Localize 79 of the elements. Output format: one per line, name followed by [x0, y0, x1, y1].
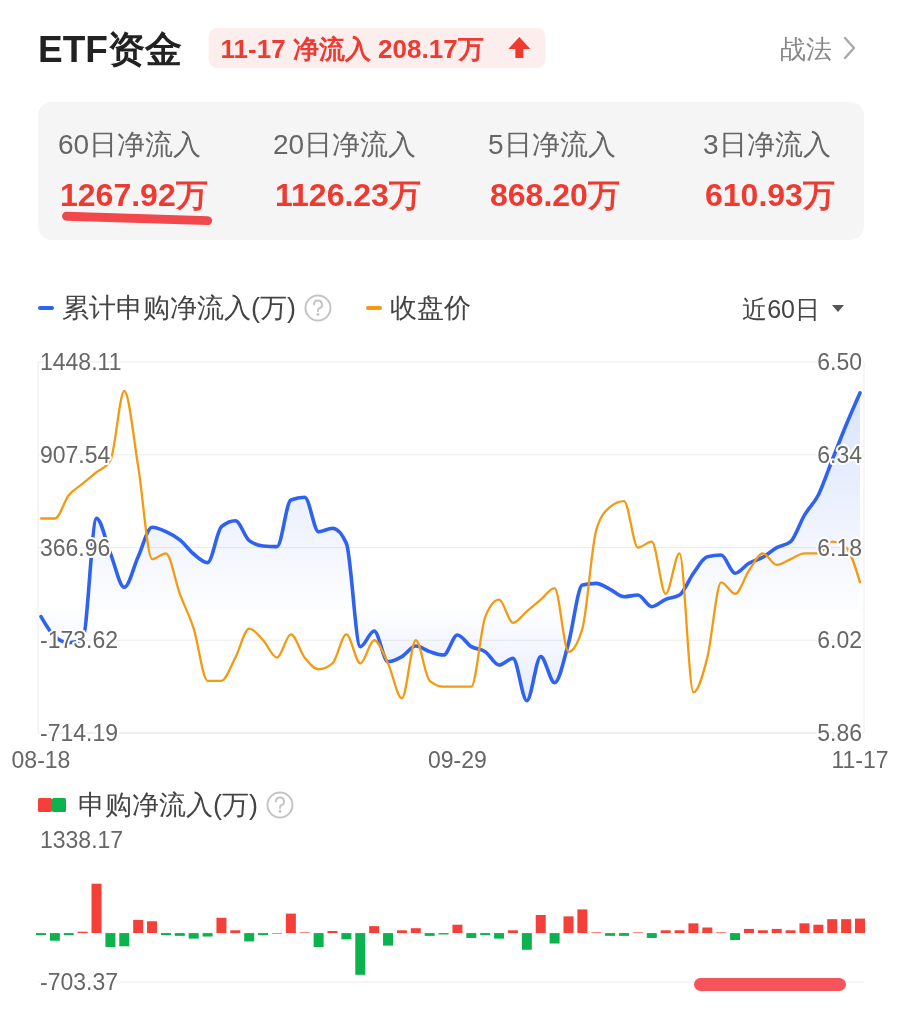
y-tick-label: 1448.11	[40, 349, 122, 376]
bar	[341, 933, 352, 940]
text: 20日净流入	[273, 129, 417, 160]
legend-label: 收盘价	[389, 293, 471, 323]
bar	[619, 933, 630, 936]
x-tick-label: 11-17	[831, 747, 889, 773]
bar	[605, 933, 616, 936]
bar	[799, 923, 810, 934]
bar	[63, 933, 74, 936]
bar	[855, 918, 865, 934]
text: 610.93万	[705, 177, 835, 213]
x-tick-label: 08-18	[11, 747, 71, 773]
bar	[36, 933, 46, 936]
bar	[563, 916, 574, 934]
bar	[383, 933, 394, 946]
bar	[258, 933, 269, 936]
y-tick-label: -714.19	[40, 720, 119, 747]
bar	[424, 933, 435, 936]
y-tick-label: -173.62	[40, 627, 119, 654]
bar	[313, 933, 324, 947]
bar	[494, 933, 505, 939]
bar	[452, 924, 463, 934]
text: 1126.23万	[275, 177, 421, 213]
text: 战法	[780, 34, 832, 64]
bar	[480, 933, 491, 936]
text: 近60日	[742, 295, 820, 323]
bar	[147, 921, 158, 934]
bar	[119, 933, 130, 947]
bar	[771, 928, 782, 934]
bar	[646, 933, 657, 938]
bar	[202, 933, 213, 937]
bar	[216, 917, 227, 934]
bar	[688, 923, 699, 934]
bar	[160, 933, 171, 936]
bar	[660, 930, 671, 934]
text: ETF资金	[38, 29, 182, 70]
bar	[188, 933, 199, 939]
bar	[743, 928, 754, 934]
legend-label: 申购净流入(万)	[78, 790, 258, 820]
bar	[133, 919, 144, 934]
y-tick-label: -703.37	[40, 969, 119, 996]
text: 11-17 净流入 208.17万	[220, 34, 484, 64]
text: 868.20万	[490, 177, 620, 213]
bar	[827, 919, 838, 934]
text: 1267.92万	[60, 177, 208, 213]
bar	[91, 883, 102, 934]
x-tick-label: 09-29	[428, 747, 487, 773]
bar	[730, 933, 741, 941]
bar	[521, 933, 532, 950]
y2-tick-label: 6.50	[817, 349, 862, 376]
bar	[785, 930, 796, 934]
bar	[535, 914, 546, 934]
y2-tick-label: 5.86	[817, 720, 862, 747]
bar	[577, 909, 588, 934]
bar	[49, 933, 60, 941]
bar	[396, 930, 407, 934]
bar	[410, 928, 421, 934]
y-tick-label: 1338.17	[40, 827, 124, 854]
y-tick-label: 907.54	[40, 441, 111, 468]
text: 5日净流入	[488, 129, 616, 160]
bar	[355, 933, 366, 975]
bar	[841, 919, 852, 934]
y2-tick-label: 6.02	[817, 627, 862, 654]
bar	[327, 930, 338, 934]
legend-label: 累计申购净流入(万)	[62, 293, 296, 323]
bar	[369, 926, 380, 934]
text: 60日净流入	[58, 129, 202, 160]
bar	[813, 924, 824, 934]
bar	[174, 933, 185, 936]
bar	[105, 933, 116, 947]
bar	[757, 930, 768, 934]
bar	[230, 930, 241, 934]
bar	[674, 930, 685, 934]
bar	[244, 933, 255, 942]
bar	[285, 913, 296, 934]
bar	[466, 933, 477, 938]
bar	[549, 933, 560, 944]
bar	[507, 930, 518, 934]
text: 3日净流入	[703, 129, 831, 160]
